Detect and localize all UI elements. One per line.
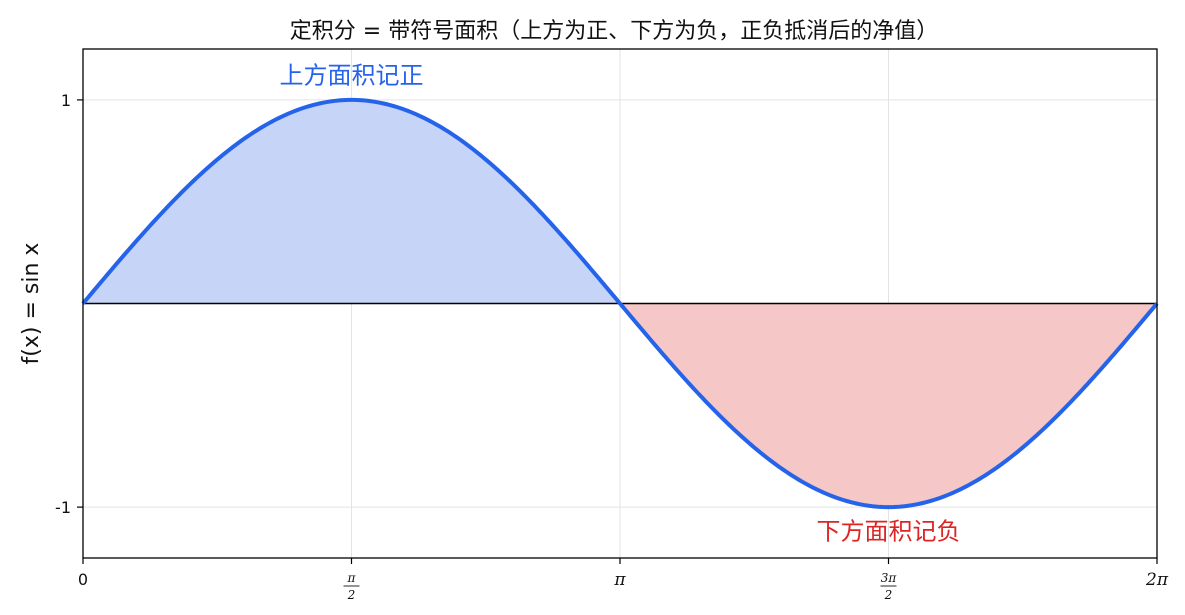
annotation-negative: 下方面积记负 xyxy=(817,518,961,546)
y-axis-ticks: 1 -1 xyxy=(55,91,83,517)
area-fills xyxy=(83,99,1157,508)
y-tick-label: -1 xyxy=(55,498,71,517)
series-group xyxy=(81,97,1159,510)
x-tick-label: 3π2 xyxy=(880,571,898,602)
x-tick-label: 0 xyxy=(78,570,88,589)
y-tick-label: 1 xyxy=(61,91,71,110)
x-tick-label: π xyxy=(613,570,626,590)
x-tick-label: π2 xyxy=(343,571,360,602)
sin-curve-line xyxy=(81,97,1159,510)
x-tick-label: 2π xyxy=(1145,570,1169,590)
y-axis-label: f(x) = sin x xyxy=(19,243,44,365)
chart-title: 定积分 = 带符号面积（上方为正、下方为负，正负抵消后的净值） xyxy=(290,19,938,44)
annotation-positive: 上方面积记正 xyxy=(280,61,424,89)
x-tick-denominator: 2 xyxy=(347,588,356,602)
x-tick-denominator: 2 xyxy=(884,588,893,602)
negative-area-fill xyxy=(83,303,1157,508)
x-tick-numerator: 3π xyxy=(881,571,898,585)
positive-area-fill xyxy=(83,99,1157,304)
x-tick-numerator: π xyxy=(347,571,357,585)
